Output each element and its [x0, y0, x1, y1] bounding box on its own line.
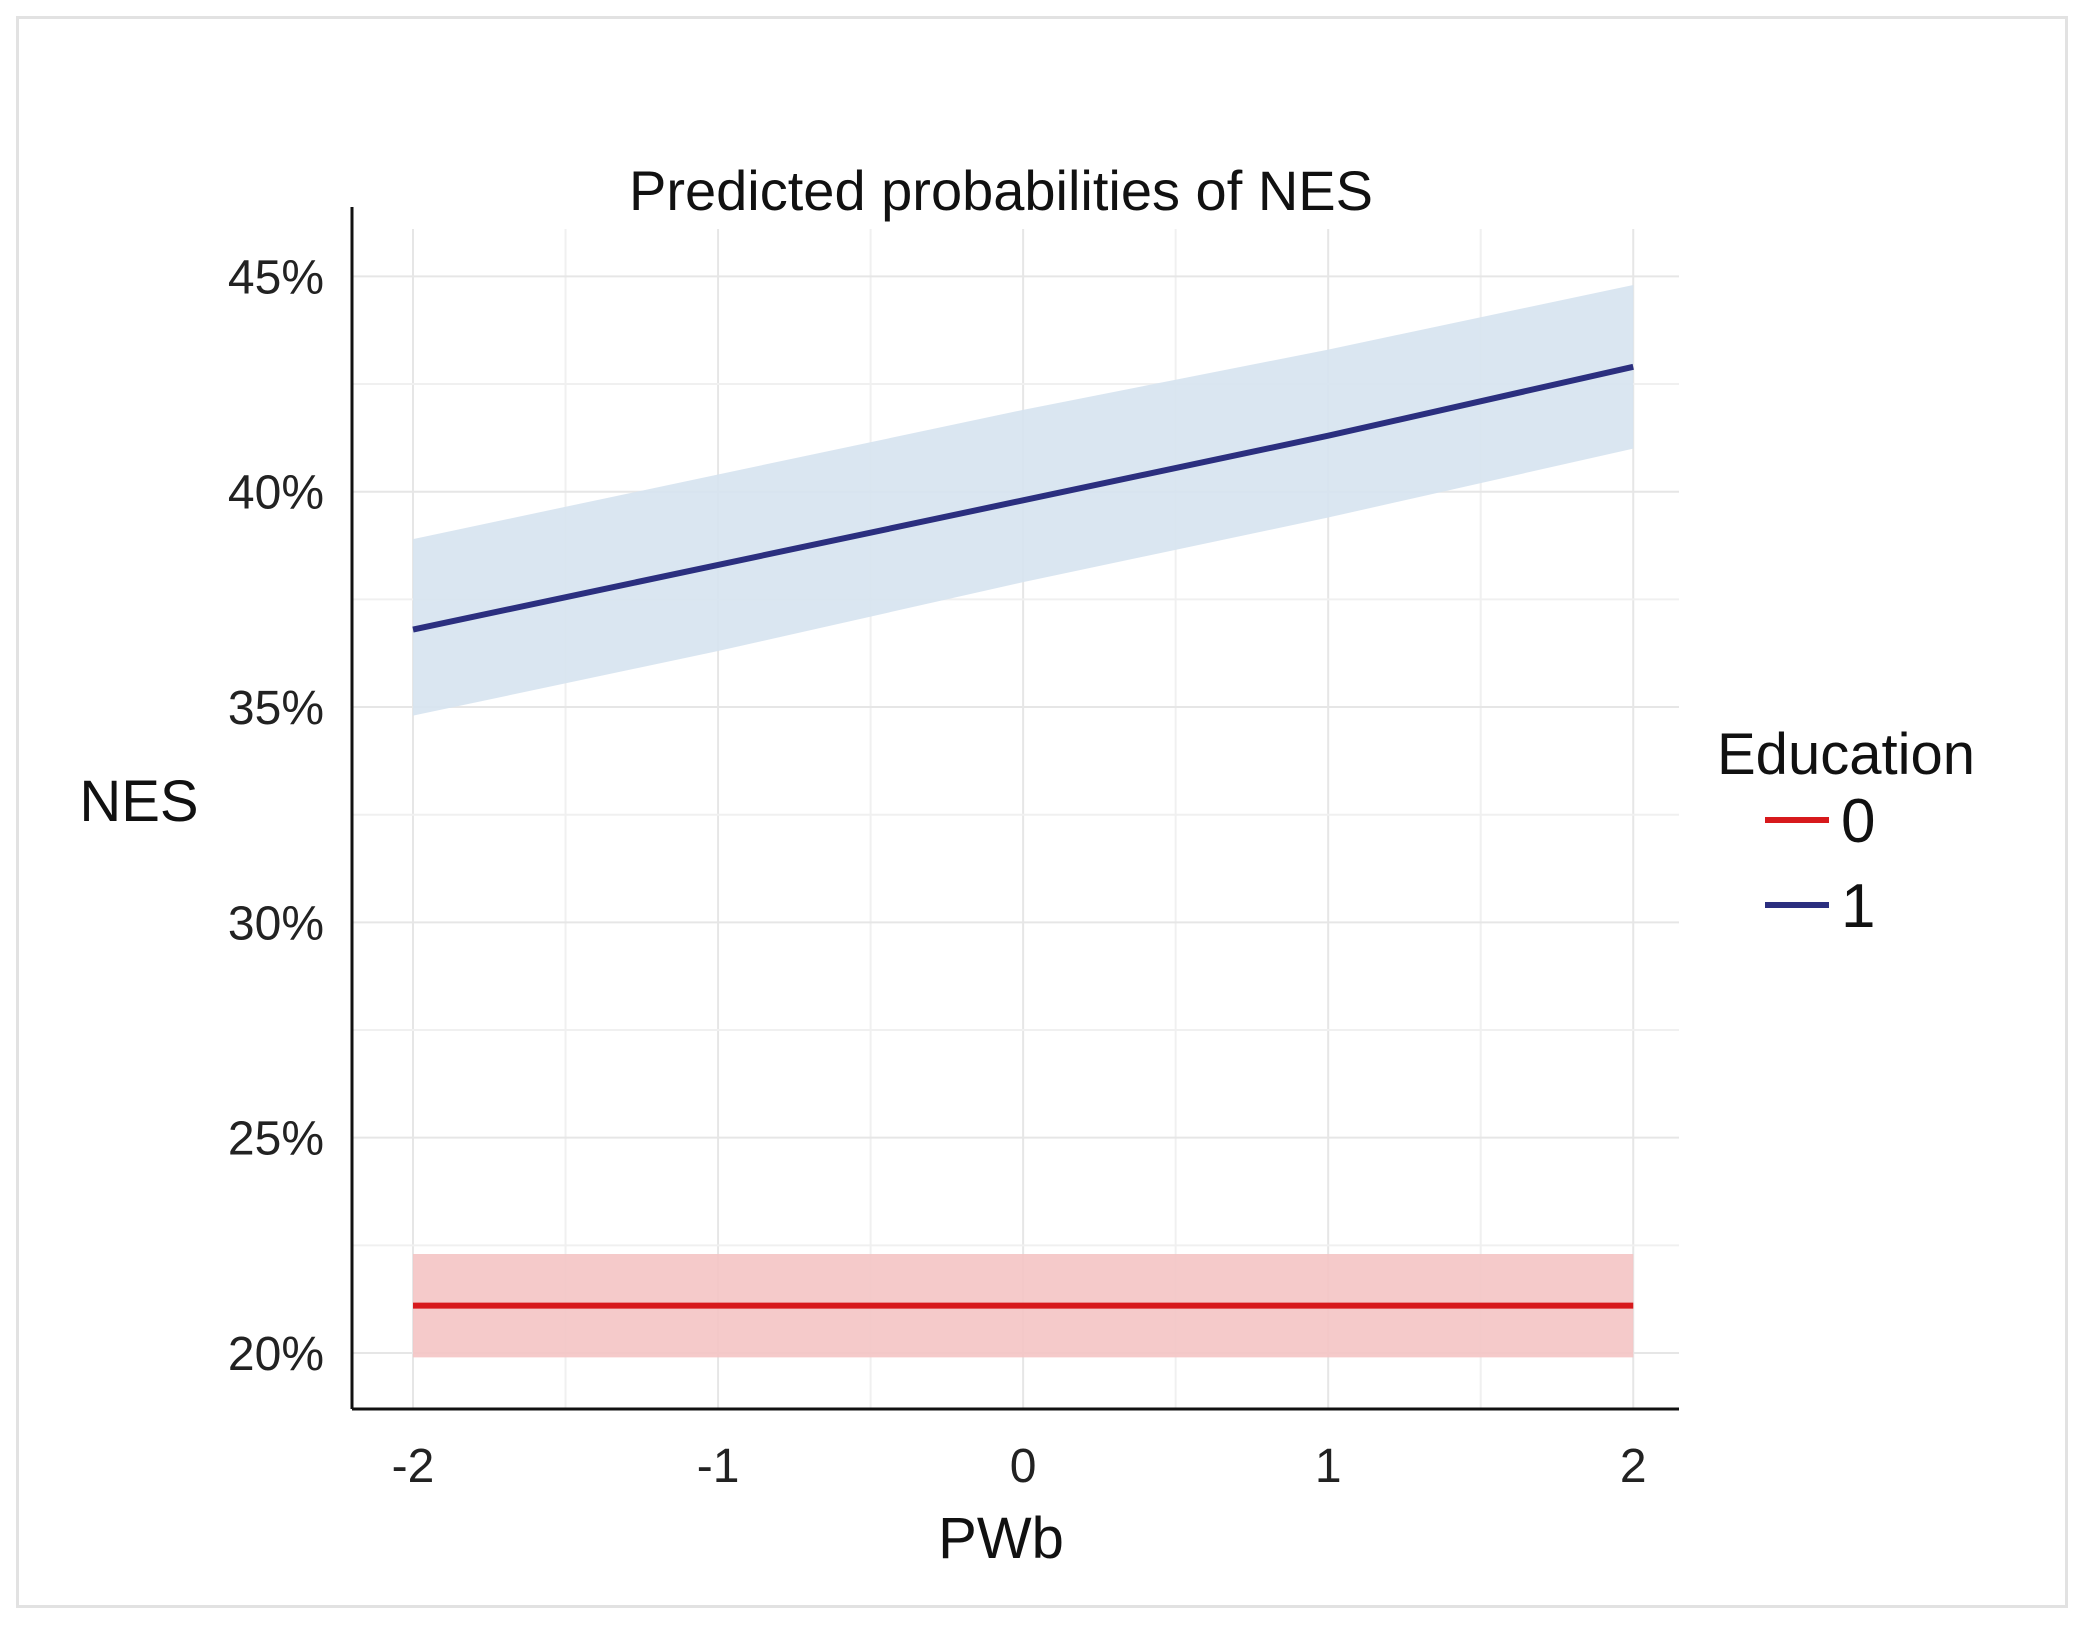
legend-label-1: 1 [1841, 872, 1875, 941]
y-tick-label: 20% [228, 1328, 324, 1381]
axes [350, 207, 1679, 1411]
y-tick-label: 45% [228, 251, 324, 304]
y-tick-label: 40% [228, 467, 324, 520]
y-axis-label: NES [79, 769, 198, 834]
series-line-1 [412, 363, 1634, 633]
y-tick-label: 30% [228, 897, 324, 950]
figure-frame: -2 -1 0 1 2 20% 25% 30% 35% 40% 45% Predicted prob… [16, 16, 2068, 1608]
x-tick-label: 0 [1010, 1440, 1037, 1493]
legend-title: Education [1717, 722, 1975, 787]
y-tick-label: 35% [228, 682, 324, 735]
tick-labels: -2 -1 0 1 2 20% 25% 30% 35% 40% 45% [228, 251, 1647, 1493]
series-lines [412, 363, 1634, 1309]
x-tick-label: 2 [1620, 1440, 1647, 1493]
legend-label-0: 0 [1841, 787, 1875, 856]
x-axis-label: PWb [938, 1506, 1064, 1571]
x-tick-label: -1 [697, 1440, 740, 1493]
x-tick-label: -2 [392, 1440, 435, 1493]
chart: -2 -1 0 1 2 20% 25% 30% 35% 40% 45% Predicted prob… [79, 159, 1975, 1571]
chart-title: Predicted probabilities of NES [629, 159, 1373, 222]
x-tick-label: 1 [1315, 1440, 1342, 1493]
legend: Education 0 1 [1717, 722, 1975, 941]
y-tick-label: 25% [228, 1113, 324, 1166]
